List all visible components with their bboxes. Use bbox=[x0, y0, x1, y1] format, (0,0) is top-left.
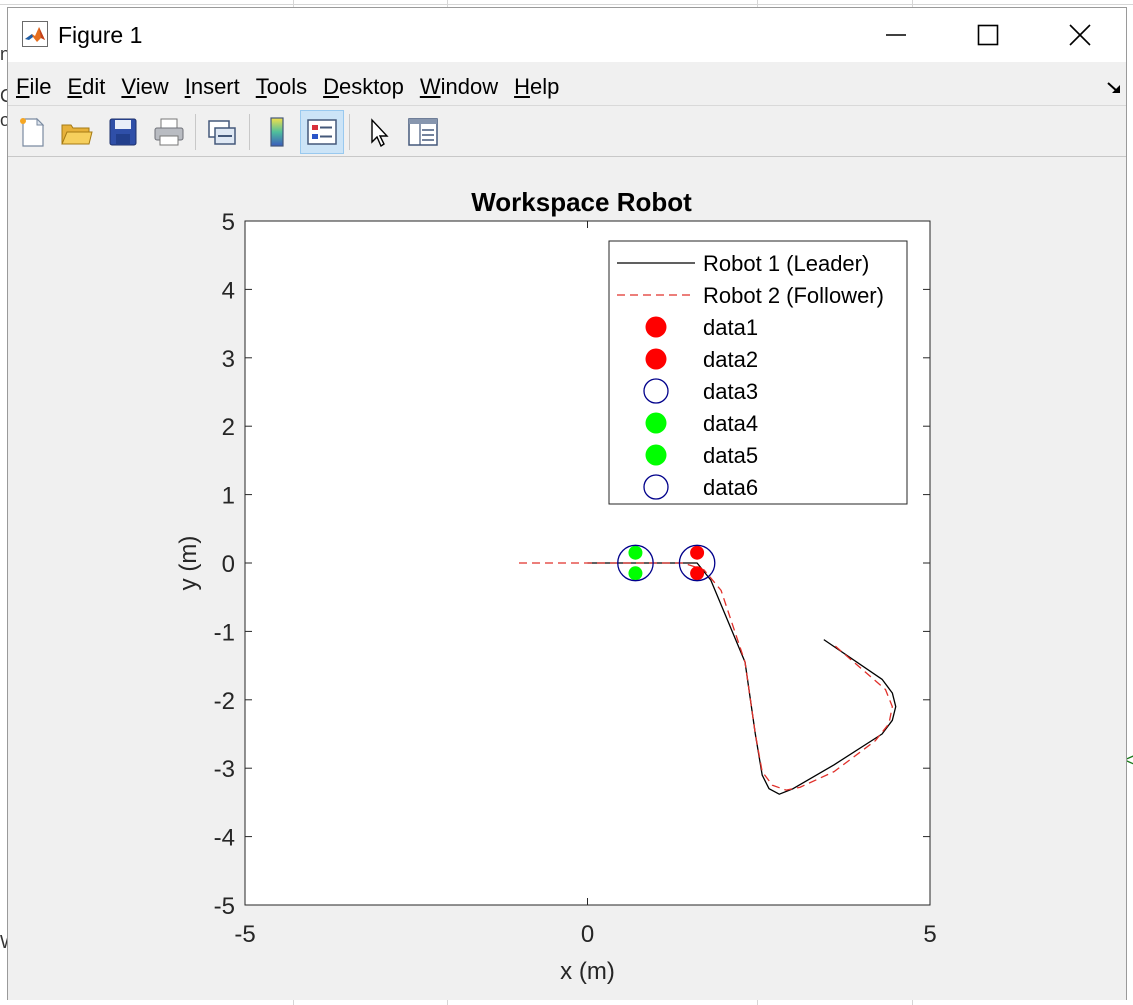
toolbar-separator bbox=[249, 114, 250, 150]
save-icon bbox=[109, 118, 137, 146]
insert-legend-icon bbox=[307, 119, 337, 145]
legend-entry-label: Robot 1 (Leader) bbox=[703, 251, 869, 276]
property-inspector-button[interactable] bbox=[401, 110, 445, 154]
figure-window: Figure 1 File Edit View Insert Tools Des… bbox=[7, 7, 1127, 1000]
link-plot-icon bbox=[208, 120, 236, 145]
new-figure-button[interactable] bbox=[10, 110, 54, 154]
dock-figure-icon[interactable] bbox=[1104, 77, 1124, 97]
menu-file[interactable]: File bbox=[16, 74, 52, 99]
print-icon bbox=[154, 118, 184, 146]
legend-entry-label: data2 bbox=[703, 347, 758, 372]
open-file-icon bbox=[61, 124, 93, 145]
x-tick-label: -5 bbox=[234, 921, 255, 948]
series-line-1 bbox=[587, 562, 897, 795]
legend-marker-swatch bbox=[645, 412, 667, 434]
maximize-icon bbox=[977, 24, 999, 46]
y-tick-label: -2 bbox=[214, 688, 235, 715]
y-tick-label: 3 bbox=[222, 346, 235, 373]
menu-toolbar-divider bbox=[8, 105, 1126, 106]
menu-desktop[interactable]: Desktop bbox=[323, 74, 404, 99]
legend-entry-label: data1 bbox=[703, 315, 758, 340]
y-tick-label: 4 bbox=[222, 277, 235, 304]
legend-entry-label: data5 bbox=[703, 443, 758, 468]
toolbar-separator bbox=[349, 114, 350, 150]
marker-data5 bbox=[628, 566, 643, 581]
print-button[interactable] bbox=[147, 110, 191, 154]
legend-marker-swatch bbox=[643, 378, 669, 404]
menu-bar: File Edit View Insert Tools Desktop Wind… bbox=[8, 68, 608, 106]
menu-window[interactable]: Window bbox=[419, 74, 499, 99]
menu-tools[interactable]: Tools bbox=[255, 74, 308, 99]
link-plot-button[interactable] bbox=[200, 110, 244, 154]
insert-legend-button[interactable] bbox=[300, 110, 344, 154]
x-tick-label: 0 bbox=[581, 921, 594, 948]
background-text: n bbox=[0, 44, 11, 64]
maximize-button[interactable] bbox=[942, 8, 1034, 62]
insert-colorbar-icon bbox=[270, 117, 284, 147]
menu-help[interactable]: Help bbox=[514, 74, 560, 99]
legend-marker-swatch bbox=[645, 348, 667, 370]
background-text: o bbox=[0, 110, 11, 130]
menu-view[interactable]: View bbox=[121, 74, 169, 99]
figure-toolbar bbox=[8, 106, 1126, 156]
edit-plot-arrow-icon bbox=[371, 118, 389, 148]
y-tick-label: 5 bbox=[222, 209, 235, 236]
marker-data1 bbox=[690, 545, 705, 560]
marker-data3 bbox=[678, 544, 716, 582]
plot-svg: -5 0 5 5 4 3 2 1 0 -1 -2 -3 -4 -5 Workspace Robot x (m)… bbox=[175, 187, 937, 985]
series-line-2 bbox=[519, 562, 893, 791]
x-axis-label: x (m) bbox=[560, 958, 615, 985]
y-axis-label: y (m) bbox=[175, 536, 202, 591]
background-text: < bbox=[1124, 750, 1133, 770]
legend-entry-label: data4 bbox=[703, 411, 758, 436]
y-tick-label: 0 bbox=[222, 551, 235, 578]
close-icon bbox=[1069, 24, 1091, 46]
legend-entry-label: data3 bbox=[703, 379, 758, 404]
save-button[interactable] bbox=[101, 110, 145, 154]
open-file-button[interactable] bbox=[54, 110, 98, 154]
marker-data2 bbox=[690, 566, 705, 581]
x-tick-label: 5 bbox=[923, 921, 936, 948]
new-figure-icon bbox=[20, 117, 45, 147]
y-tick-label: -4 bbox=[214, 825, 235, 852]
minimize-button[interactable] bbox=[850, 8, 942, 62]
property-inspector-icon bbox=[408, 118, 438, 146]
insert-colorbar-button[interactable] bbox=[255, 110, 299, 154]
background-grid-line bbox=[0, 4, 1133, 5]
legend-marker-swatch bbox=[645, 316, 667, 338]
legend-entry-label: data6 bbox=[703, 475, 758, 500]
close-button[interactable] bbox=[1034, 8, 1126, 62]
y-tick-label: -5 bbox=[214, 893, 235, 920]
chart-title: Workspace Robot bbox=[471, 187, 692, 217]
edit-plot-button[interactable] bbox=[356, 110, 400, 154]
title-bar[interactable]: Figure 1 bbox=[8, 8, 1126, 62]
minimize-icon bbox=[886, 34, 906, 36]
y-tick-label: -1 bbox=[214, 619, 235, 646]
marker-data4 bbox=[628, 545, 643, 560]
y-tick-label: -3 bbox=[214, 756, 235, 783]
menu-edit[interactable]: Edit bbox=[67, 74, 106, 99]
y-tick-label: 2 bbox=[222, 414, 235, 441]
marker-data6 bbox=[617, 544, 654, 582]
legend-marker-swatch bbox=[643, 474, 669, 500]
y-tick-label: 1 bbox=[222, 483, 235, 510]
toolbar-separator bbox=[195, 114, 196, 150]
figure-canvas: -5 0 5 5 4 3 2 1 0 -1 -2 -3 -4 -5 Workspace Robot x (m)… bbox=[8, 157, 1126, 1000]
matlab-logo-icon bbox=[22, 21, 48, 47]
toolbar-divider bbox=[8, 156, 1126, 157]
window-title: Figure 1 bbox=[58, 22, 143, 48]
legend-entry-label: Robot 2 (Follower) bbox=[703, 283, 884, 308]
menu-insert[interactable]: Insert bbox=[184, 74, 240, 99]
legend-marker-swatch bbox=[645, 444, 667, 466]
